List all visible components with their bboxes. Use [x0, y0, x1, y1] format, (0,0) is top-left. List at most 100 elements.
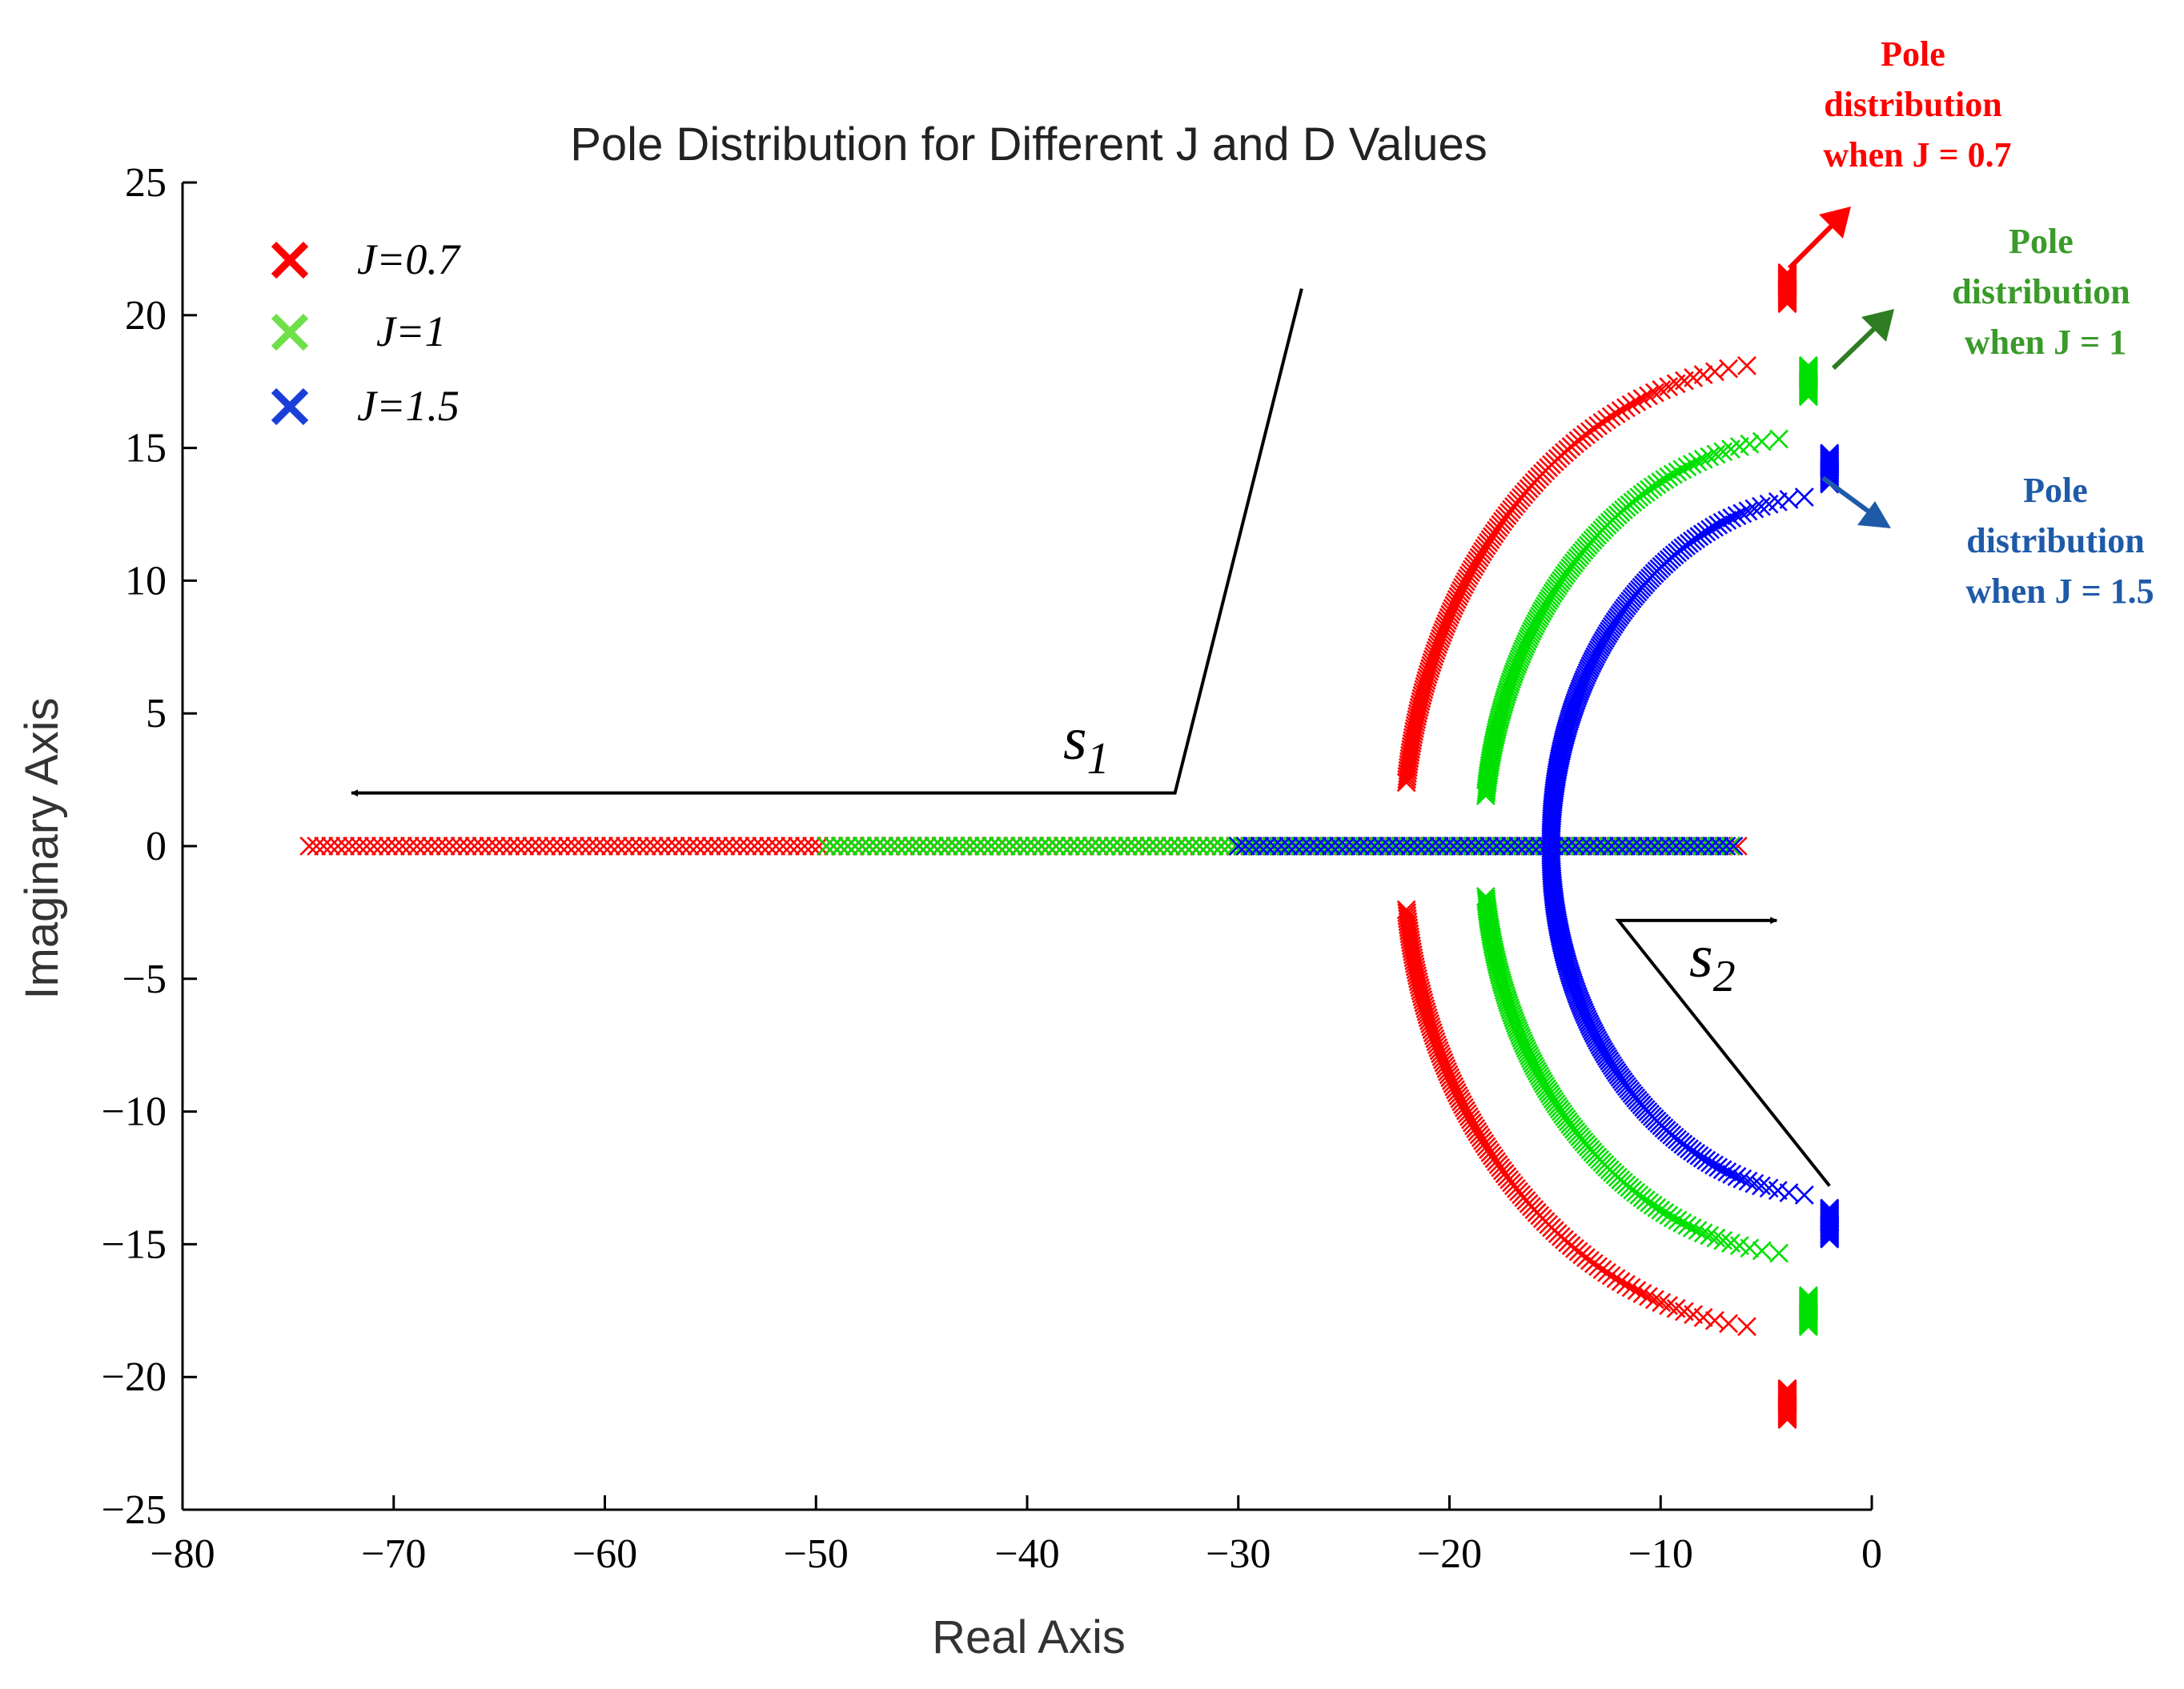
pole-marker — [378, 836, 398, 856]
pole-marker — [1054, 836, 1074, 856]
pole-marker — [1719, 1314, 1738, 1334]
pole-marker — [544, 836, 564, 856]
y-tick-label: −5 — [122, 957, 167, 1002]
ticks: −80 −70 −60 −50 −40 −30 −20 −10 0−25−20−15−10−50… — [102, 160, 1882, 1577]
pole-marker — [824, 836, 844, 856]
pole-marker — [1508, 836, 1528, 856]
pole-marker — [1702, 836, 1722, 856]
pole-marker — [1264, 836, 1284, 856]
pole-marker — [486, 836, 506, 856]
pole-marker — [960, 836, 980, 856]
pole-marker — [1639, 386, 1658, 406]
pole-marker — [680, 836, 700, 856]
pole-marker — [953, 836, 973, 856]
pole-marker — [522, 836, 542, 856]
y-tick-label: −20 — [102, 1354, 167, 1400]
pole-marker — [1737, 355, 1756, 375]
pole-marker — [1644, 1290, 1664, 1310]
s1-label: s1 — [1063, 705, 1110, 784]
pole-marker — [1351, 836, 1371, 856]
pole-marker — [1082, 836, 1102, 856]
pole-marker — [701, 836, 721, 856]
pole-marker — [1663, 464, 1683, 484]
pole-marker — [1495, 687, 1516, 707]
pole-marker — [1621, 395, 1641, 415]
pole-marker — [1712, 1160, 1732, 1180]
pole-marker — [1394, 836, 1413, 856]
pole-marker — [838, 836, 858, 856]
pole-marker — [1448, 587, 1468, 607]
pole-marker — [1588, 836, 1608, 856]
pole-marker — [1446, 592, 1465, 612]
pole-marker — [1738, 1171, 1758, 1191]
pole-marker — [414, 836, 434, 856]
pole-marker — [1779, 490, 1799, 509]
pole-marker — [1250, 836, 1270, 856]
legend-label-j07: J=0.7 — [357, 235, 461, 283]
pole-marker — [1499, 998, 1520, 1017]
pole-marker — [1717, 511, 1737, 530]
x-tick-label: −70 — [361, 1531, 426, 1577]
y-tick-label: 5 — [146, 691, 167, 736]
pole-marker — [1798, 1286, 1818, 1306]
pole-marker — [1497, 990, 1517, 1010]
pole-marker — [1453, 578, 1472, 597]
pole-marker — [752, 836, 772, 856]
pole-marker — [925, 836, 944, 856]
pole-marker — [1496, 684, 1516, 704]
pole-marker — [1415, 836, 1435, 856]
pole-marker — [1655, 1203, 1675, 1222]
pole-marker — [1639, 1286, 1658, 1306]
pole-marker — [1450, 1089, 1470, 1109]
pole-marker — [1257, 836, 1277, 856]
pole-marker — [1516, 836, 1536, 856]
pole-marker — [1659, 467, 1679, 487]
pole-marker — [903, 836, 922, 856]
pole-marker — [1738, 501, 1758, 521]
pole-marker — [1154, 836, 1174, 856]
pole-marker — [1769, 429, 1789, 449]
pole-marker — [745, 836, 765, 856]
pole-marker — [307, 836, 327, 856]
pole-marker — [1197, 836, 1217, 856]
pole-marker — [1709, 836, 1729, 856]
pole-marker — [766, 836, 786, 856]
callout-j1-arrowhead — [1861, 309, 1894, 342]
pole-marker — [982, 836, 1002, 856]
pole-marker — [1479, 836, 1499, 856]
pole-marker — [1722, 508, 1742, 528]
x-tick-label: −20 — [1417, 1531, 1482, 1577]
s1-subscript: 1 — [1087, 734, 1110, 784]
pole-marker — [1495, 985, 1516, 1005]
pole-marker — [1659, 836, 1679, 856]
pole-marker — [945, 836, 966, 856]
pole-marker — [967, 836, 987, 856]
pole-marker — [709, 836, 729, 856]
pole-marker — [1688, 836, 1708, 856]
pole-marker — [1744, 499, 1764, 519]
legend-marker-j15 — [271, 387, 309, 426]
pole-marker — [399, 836, 420, 856]
s2-label: s2 — [1689, 923, 1736, 1001]
pole-marker — [1090, 836, 1110, 856]
pole-marker — [1501, 836, 1521, 856]
pole-marker — [1737, 1317, 1756, 1337]
pole-marker — [1727, 506, 1747, 526]
pole-marker — [817, 836, 837, 856]
pole-marker — [1611, 401, 1631, 420]
pole-marker — [1820, 1198, 1840, 1218]
pole-marker — [1668, 1210, 1688, 1230]
pole-marker — [558, 836, 577, 856]
pole-marker — [1794, 1186, 1814, 1205]
pole-marker — [1777, 1378, 1797, 1398]
pole-marker — [1693, 449, 1713, 469]
pole-marker — [1233, 836, 1253, 856]
pole-marker — [350, 836, 369, 856]
pole-marker — [587, 836, 606, 856]
pole-marker — [1168, 836, 1188, 856]
pole-marker — [881, 836, 901, 856]
legend-item-j15: J=1.5 — [271, 382, 460, 430]
pole-marker — [1211, 836, 1231, 856]
pole-marker — [1336, 836, 1356, 856]
pole-marker — [1682, 1218, 1702, 1238]
